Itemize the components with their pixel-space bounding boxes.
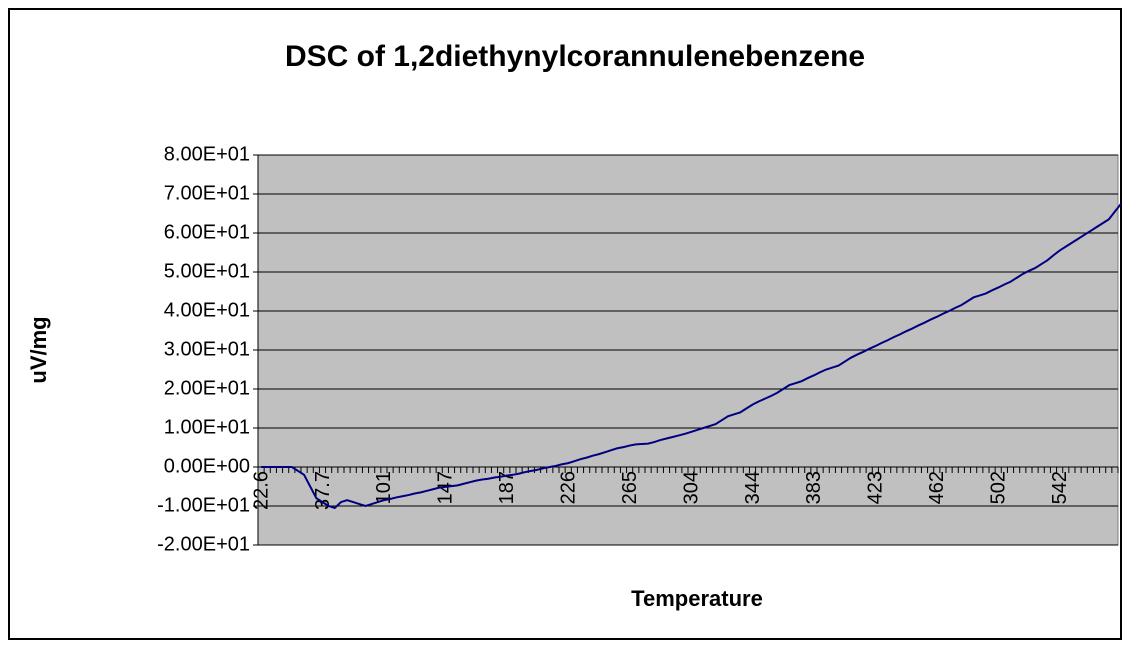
- y-tick-label: 2.00E+01: [164, 377, 250, 399]
- y-tick-label: 4.00E+01: [164, 299, 250, 321]
- y-tick-label: 6.00E+01: [164, 221, 250, 243]
- y-tick-label: 8.00E+01: [164, 143, 250, 165]
- x-tick-label: 542: [1049, 471, 1071, 504]
- x-tick-label: 265: [619, 471, 641, 504]
- y-tick-label: -1.00E+01: [157, 494, 250, 516]
- y-tick-label: 0.00E+00: [164, 455, 250, 477]
- x-axis-label: Temperature: [631, 586, 763, 611]
- x-tick-label: 187: [496, 471, 518, 504]
- data-line: [261, 203, 1122, 510]
- x-tick-label: 344: [742, 471, 764, 504]
- y-tick-label: 5.00E+01: [164, 260, 250, 282]
- y-tick-label: 7.00E+01: [164, 182, 250, 204]
- chart-title: DSC of 1,2diethynylcorannulenebenzene: [285, 40, 865, 73]
- y-tick-label: 3.00E+01: [164, 338, 250, 360]
- y-axis-label: uV/mg: [26, 316, 51, 383]
- x-tick-label: 304: [680, 471, 702, 504]
- x-tick-label: 502: [987, 471, 1009, 504]
- x-tick-label: 22.6: [250, 471, 272, 510]
- x-tick-label: 462: [926, 471, 948, 504]
- y-tick-label: -2.00E+01: [157, 533, 250, 555]
- x-tick-label: 37.7: [312, 471, 334, 510]
- y-tick-label: 1.00E+01: [164, 416, 250, 438]
- x-tick-label: 226: [557, 471, 579, 504]
- x-tick-label: 423: [865, 471, 887, 504]
- x-tick-label: 383: [803, 471, 825, 504]
- x-tick-label: 101: [373, 471, 395, 504]
